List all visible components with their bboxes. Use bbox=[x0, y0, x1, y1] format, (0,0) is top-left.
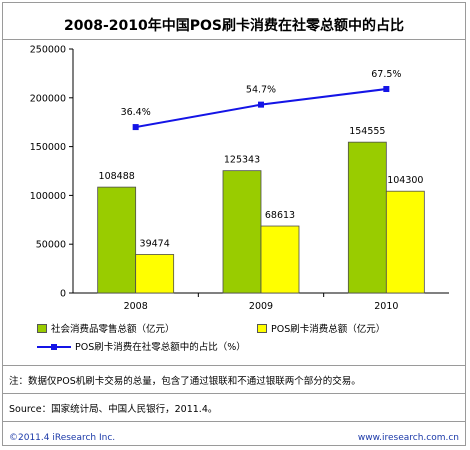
bar-label-retail: 108488 bbox=[99, 171, 135, 182]
note-text: 注：数据仅POS机刷卡交易的总量，包含了通过银联和不通过银联两个部分的交易。 bbox=[9, 376, 361, 387]
divider-footer bbox=[3, 421, 465, 422]
y-tick-label: 200000 bbox=[30, 93, 66, 104]
line-label-share: 54.7% bbox=[246, 85, 276, 96]
source-text: Source：国家统计局、中国人民银行，2011.4。 bbox=[9, 404, 218, 415]
legend-item-share: POS刷卡消费在社零总额中的占比（%） bbox=[37, 339, 246, 353]
footer-website[interactable]: www.iresearch.com.cn bbox=[357, 433, 459, 443]
line-point-share bbox=[132, 124, 139, 131]
chart-frame: 2008-2010年中国POS刷卡消费在社零总额中的占比 0 50000 10000… bbox=[2, 2, 466, 446]
bar-label-retail: 154555 bbox=[349, 126, 385, 137]
title-divider bbox=[3, 39, 465, 40]
line-label-share: 36.4% bbox=[121, 107, 151, 118]
legend-item-retail: 社会消费品零售总额（亿元） bbox=[37, 321, 175, 335]
footer-copyright: ©2011.4 iResearch Inc. bbox=[9, 433, 116, 443]
bar-label-retail: 125343 bbox=[224, 155, 260, 166]
bar-pos bbox=[260, 225, 300, 294]
legend-item-pos: POS刷卡消费总额（亿元） bbox=[257, 321, 385, 335]
bar-pos bbox=[135, 254, 175, 294]
y-tick-label: 100000 bbox=[30, 191, 66, 202]
bar-label-pos: 104300 bbox=[387, 175, 423, 186]
legend-swatch-retail bbox=[37, 323, 47, 333]
y-tick-label: 50000 bbox=[36, 240, 66, 251]
x-tick-label: 2009 bbox=[249, 301, 273, 312]
bar-retail bbox=[97, 186, 137, 294]
y-tick-label: 0 bbox=[60, 289, 66, 300]
chart-title: 2008-2010年中国POS刷卡消费在社零总额中的占比 bbox=[64, 18, 404, 34]
x-tick-label: 2010 bbox=[374, 301, 398, 312]
legend-swatch-pos bbox=[257, 323, 267, 333]
bar-retail bbox=[222, 170, 262, 294]
line-point-share bbox=[383, 86, 390, 93]
line-label-share: 67.5% bbox=[371, 69, 401, 80]
legend-label-pos: POS刷卡消费总额（亿元） bbox=[271, 324, 386, 335]
legend-label-share: POS刷卡消费在社零总额中的占比（%） bbox=[75, 342, 246, 353]
y-tick-label: 250000 bbox=[30, 45, 66, 56]
bar-retail bbox=[347, 141, 387, 294]
bar-pos bbox=[385, 190, 425, 294]
y-tick-label: 150000 bbox=[30, 142, 66, 153]
divider-note bbox=[3, 365, 465, 366]
chart-plot: 0 50000 100000 150000 200000 250000 2008 108488… bbox=[30, 45, 449, 312]
legend-label-retail: 社会消费品零售总额（亿元） bbox=[51, 324, 175, 335]
line-point-share bbox=[258, 101, 264, 108]
x-tick-label: 2008 bbox=[124, 301, 148, 312]
legend-swatch-share bbox=[37, 342, 71, 351]
bar-label-pos: 68613 bbox=[265, 210, 295, 221]
divider-source bbox=[3, 393, 465, 394]
bar-label-pos: 39474 bbox=[140, 238, 170, 249]
